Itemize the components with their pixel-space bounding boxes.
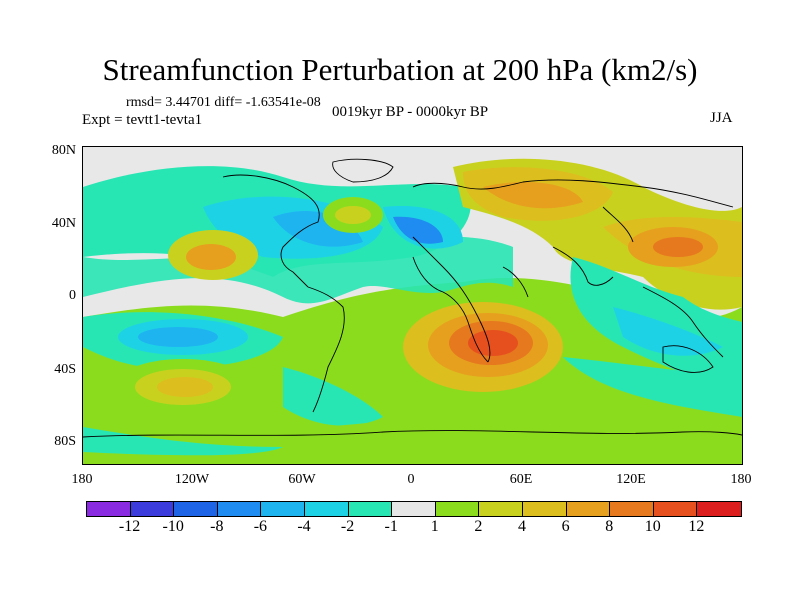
colorbar-label: 4 [518,518,526,535]
colorbar-label: 1 [430,518,439,535]
colorbar-label: -10 [162,518,184,535]
colorbar-swatch [348,502,393,516]
colorbar-swatch [130,502,175,516]
colorbar-label: 2 [474,518,483,535]
colorbar [86,501,742,517]
colorbar-label: -1 [384,518,398,535]
colorbar-label: -8 [210,518,224,535]
colorbar-label: 8 [605,518,614,535]
colorbar-swatch [697,502,741,516]
lat-label-40n: 40N [51,216,76,231]
lon-label-60w: 60W [288,472,316,487]
stats-text: rmsd= 3.44701 diff= -1.63541e-08 [126,95,321,110]
colorbar-swatch [566,502,611,516]
colorbar-label: 12 [688,518,705,535]
colorbar-label: -12 [118,518,141,535]
colorbar-label: 10 [644,518,661,535]
colorbar-swatch [174,502,218,516]
lat-label-0: 0 [69,288,76,303]
lat-label-40s: 40S [54,362,76,377]
map-panel [82,146,743,465]
streamfunction-field [83,147,742,464]
lat-label-80n: 80N [51,143,76,158]
colorbar-swatch [435,502,480,516]
experiment-label: Expt = tevtt1-tevta1 [82,112,203,128]
chart-title: Streamfunction Perturbation at 200 hPa (… [102,52,698,87]
lon-label-180e: 180 [730,472,752,487]
colorbar-swatch [522,502,567,516]
colorbar-swatch [392,502,436,516]
colorbar-label: 6 [561,518,570,535]
colorbar-label: -2 [340,518,355,535]
colorbar-swatch [653,502,698,516]
lat-label-80s: 80S [54,434,76,449]
colorbar-swatch [610,502,654,516]
colorbar-swatch [217,502,262,516]
colorbar-swatch [304,502,349,516]
colorbar-label: -6 [253,518,268,535]
lon-label-0: 0 [407,472,415,487]
lon-label-60e: 60E [509,472,533,487]
colorbar-label: -4 [297,518,311,535]
colorbar-swatch [479,502,523,516]
season-label: JJA [710,110,733,126]
colorbar-swatch [87,502,131,516]
period-label: 0019kyr BP - 0000kyr BP [331,104,489,120]
lon-label-180w: 180 [71,472,93,487]
colorbar-swatch [261,502,305,516]
lon-label-120w: 120W [174,472,210,487]
coastlines [83,158,742,438]
lon-label-120e: 120E [616,472,646,487]
